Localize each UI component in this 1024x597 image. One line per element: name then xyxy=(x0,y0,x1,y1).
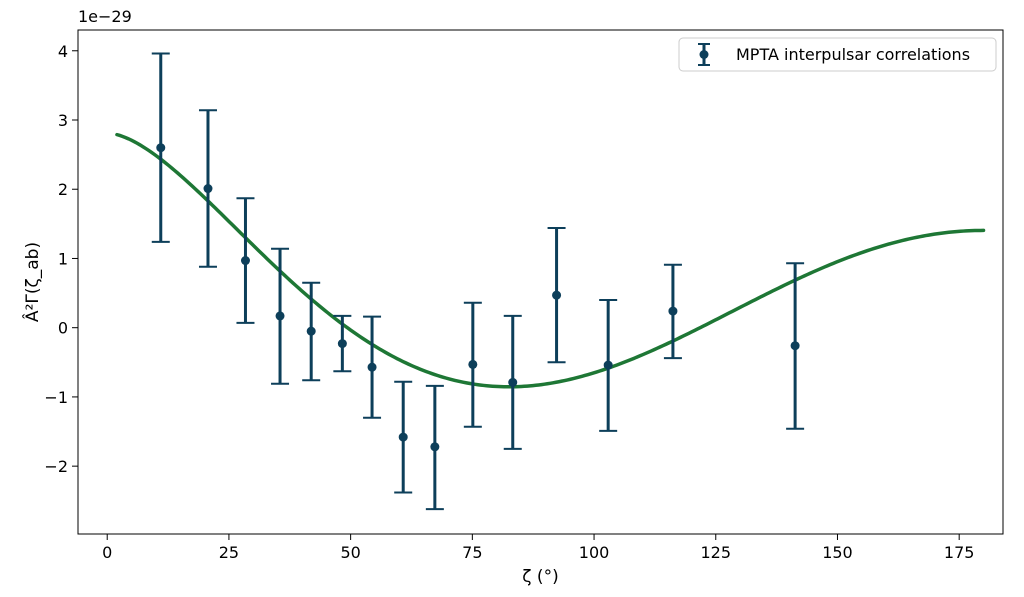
data-marker xyxy=(468,359,478,369)
x-tick-label: 25 xyxy=(219,543,239,562)
x-axis-label: ζ (°) xyxy=(522,567,558,587)
data-marker xyxy=(306,326,316,336)
data-marker xyxy=(398,432,408,442)
y-offset-label: 1e−29 xyxy=(78,7,132,26)
data-point xyxy=(333,314,352,373)
data-point xyxy=(463,301,482,428)
legend: MPTA interpulsar correlations xyxy=(678,37,997,72)
x-tick-label: 150 xyxy=(822,543,853,562)
x-tick-label: 175 xyxy=(944,543,975,562)
legend-marker xyxy=(699,50,709,59)
errorbar-points-layer xyxy=(151,52,805,511)
x-tick-label: 75 xyxy=(462,543,482,562)
data-point xyxy=(236,197,255,324)
y-tick-label: 0 xyxy=(58,319,68,338)
data-point xyxy=(394,380,413,494)
data-marker xyxy=(203,184,213,194)
data-marker xyxy=(240,256,250,266)
legend-box xyxy=(678,37,997,72)
y-tick-label: 3 xyxy=(58,111,68,130)
data-marker xyxy=(508,377,518,387)
data-marker xyxy=(603,360,613,370)
data-point xyxy=(271,247,290,385)
data-point xyxy=(599,299,618,432)
data-point xyxy=(363,315,382,419)
legend-label: MPTA interpulsar correlations xyxy=(736,45,970,64)
data-point xyxy=(786,262,805,430)
data-marker xyxy=(430,442,440,452)
axes: 0 25 50 75 100 125 150 175 −2 −1 0 1 2 3 4 1e−29 ζ (°) Â²… xyxy=(21,7,1004,587)
y-tick-label: −1 xyxy=(44,388,68,407)
x-tick-label: 125 xyxy=(700,543,731,562)
data-marker xyxy=(275,311,285,321)
data-point xyxy=(151,52,170,243)
y-tick-label: 1 xyxy=(58,249,68,268)
data-point xyxy=(425,384,444,511)
data-marker xyxy=(337,339,347,349)
data-point xyxy=(547,227,566,364)
data-point xyxy=(302,281,321,382)
x-tick-label: 50 xyxy=(340,543,360,562)
data-marker xyxy=(552,290,562,300)
data-point xyxy=(503,314,522,450)
hellings-downs-curve xyxy=(115,132,986,389)
x-tick-label: 0 xyxy=(102,543,112,562)
data-point xyxy=(198,109,217,268)
y-tick-label: 4 xyxy=(58,42,68,61)
plot-frame xyxy=(77,29,1004,535)
data-marker xyxy=(790,341,800,351)
data-point xyxy=(663,263,682,360)
data-marker xyxy=(668,306,678,316)
hellings-downs-curve-layer xyxy=(115,132,986,389)
y-axis-label: Â²Γ(ζ_ab) xyxy=(21,242,43,322)
data-marker xyxy=(156,143,166,153)
y-tick-label: −2 xyxy=(44,457,68,476)
y-tick-label: 2 xyxy=(58,180,68,199)
x-tick-label: 100 xyxy=(579,543,610,562)
data-marker xyxy=(367,362,377,372)
